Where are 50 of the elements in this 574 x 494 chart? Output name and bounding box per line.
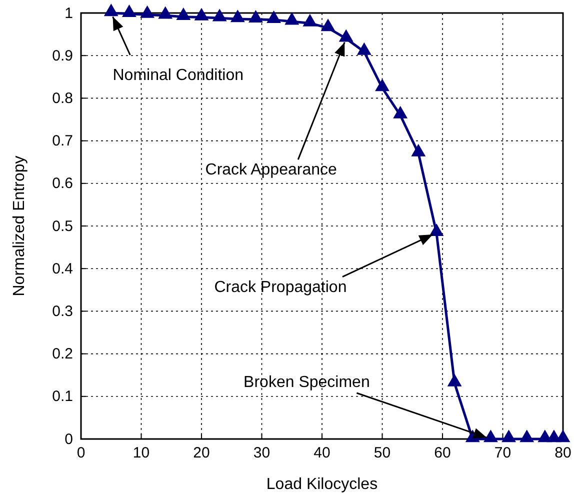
point [375,79,390,92]
point [303,14,317,26]
x-tick-label: 30 [253,444,270,462]
point [556,430,570,442]
point [430,224,444,236]
y-tick-label: 0 [64,430,73,448]
x-axis-title: Load Kilocycles [266,476,378,493]
point [266,10,281,23]
point [140,6,154,18]
point [285,12,299,25]
y-tick-label: 0.8 [52,90,73,107]
x-tick-label: 80 [554,444,572,462]
point [520,430,534,442]
point [104,4,118,16]
point [484,430,498,442]
x-tick-label: 40 [314,444,330,462]
point [448,374,462,386]
point [122,5,136,18]
x-tick-label: 0 [76,444,86,462]
y-tick-label: 0.7 [52,132,73,150]
y-tick-label: 0.2 [52,346,73,363]
point [176,8,190,20]
annotation: Nominal Condition [112,67,244,84]
y-tick-label: 0.4 [52,260,73,278]
point [339,30,353,42]
point [194,8,208,20]
point [393,106,408,118]
annotation: Crack Propagation [214,278,347,296]
annotation: Broken Specimen [244,374,370,391]
y-tick-label: 0.5 [52,218,73,235]
point [321,19,335,32]
x-tick-label: 60 [434,444,451,462]
point [230,10,245,22]
annotation: Crack Appearance [205,162,338,179]
point [357,42,372,55]
y-tick-label: 0.6 [52,175,73,192]
point [212,9,226,22]
x-tick-label: 50 [374,444,391,462]
y-axis-title: Normalized Entropy [11,156,28,296]
point [248,10,263,23]
x-tick-label: 10 [132,444,150,462]
point [502,430,516,442]
point [412,144,426,156]
y-tick-label: 0.3 [52,303,73,320]
x-tick-label: 70 [494,444,512,462]
x-tick-label: 20 [193,444,210,462]
y-tick-label: 0.1 [52,388,73,406]
point [158,6,172,19]
y-tick-label: 0.9 [52,47,73,64]
y-tick-label: 1 [64,4,73,22]
